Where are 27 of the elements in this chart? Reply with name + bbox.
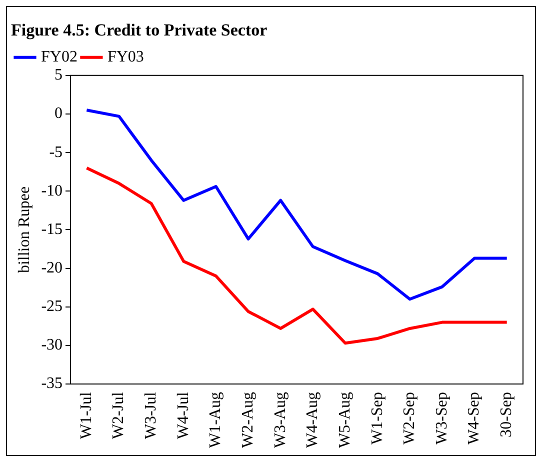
y-tick-label: 0 — [54, 105, 63, 122]
x-tick-label: W4-Sep — [466, 392, 483, 444]
y-tick-label: -20 — [41, 259, 63, 276]
y-axis-title: billion Rupee — [16, 186, 33, 274]
x-tick-label: W4-Jul — [174, 391, 192, 440]
x-tick-label: W1-Sep — [368, 392, 386, 444]
y-tick-label: 5 — [54, 66, 63, 84]
y-tick-label: -35 — [41, 375, 63, 392]
y-tick-label: -25 — [41, 298, 63, 316]
legend-label: FY03 — [107, 48, 144, 66]
chart-title: Figure 4.5: Credit to Private Sector — [11, 20, 268, 40]
legend-label: FY02 — [41, 48, 78, 66]
x-tick-label: W3-Jul — [142, 391, 160, 440]
y-tick-label: -30 — [41, 336, 63, 354]
y-tick-label: -5 — [49, 144, 63, 161]
x-tick-label: W1-Aug — [207, 392, 224, 448]
x-tick-label: W2-Sep — [401, 392, 418, 444]
x-tick-label: W2-Aug — [239, 392, 256, 448]
x-tick-label: W4-Aug — [304, 392, 322, 448]
y-tick-label: -10 — [41, 182, 63, 200]
x-tick-label: W3-Sep — [433, 392, 450, 444]
x-tick-label: W5-Aug — [336, 392, 354, 448]
y-tick-label: -15 — [41, 220, 63, 238]
x-tick-label: W3-Aug — [272, 392, 289, 448]
x-tick-label: 30-Sep — [498, 392, 516, 438]
x-tick-label: W2-Jul — [110, 391, 128, 440]
x-tick-label: W1-Jul — [78, 391, 95, 440]
